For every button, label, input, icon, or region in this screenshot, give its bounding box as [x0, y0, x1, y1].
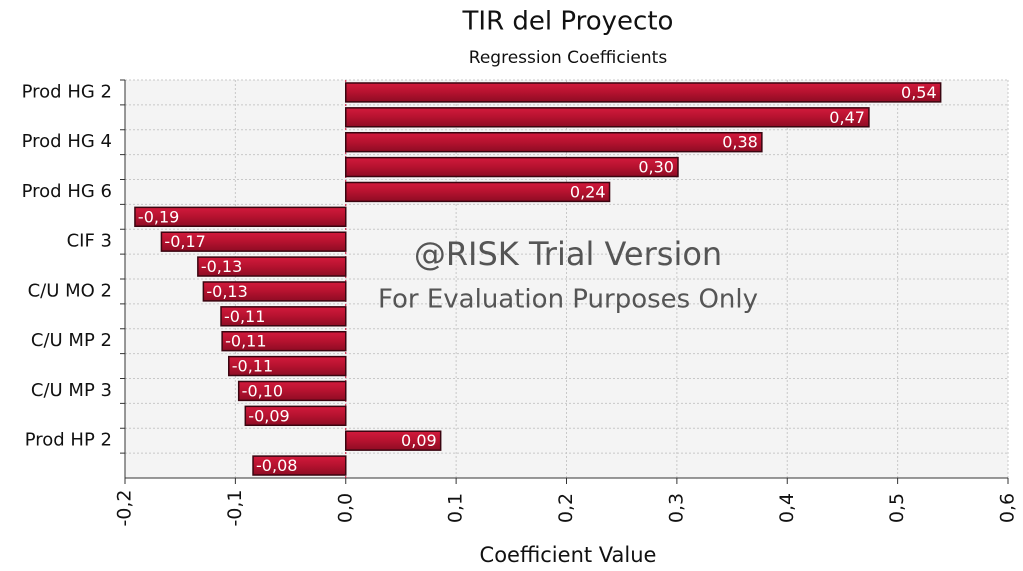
watermark: @RISK Trial Version	[414, 235, 722, 273]
x-axis-label: Coefficient Value	[480, 543, 657, 567]
y-tick-label: Prod HP 2	[25, 430, 112, 451]
value-label: 0,54	[901, 83, 937, 102]
value-label: 0,24	[570, 182, 606, 201]
value-label: 0,30	[638, 158, 674, 177]
x-tick-label: -0,1	[224, 489, 246, 526]
value-label: 0,38	[722, 133, 758, 152]
y-tick-label: CIF 3	[67, 231, 112, 252]
x-tick-label: -0,2	[114, 489, 136, 526]
value-label: -0,11	[232, 357, 273, 376]
bar	[244, 405, 347, 427]
bar	[345, 82, 942, 103]
bar	[134, 206, 347, 228]
bar	[345, 430, 442, 451]
value-label: 0,09	[401, 431, 437, 450]
x-tick-label: 0,0	[334, 493, 356, 523]
y-tick-label: Prod HG 2	[22, 81, 112, 102]
value-label: -0,17	[164, 232, 205, 251]
bar	[345, 181, 611, 203]
x-tick-label: 0,2	[555, 493, 577, 523]
y-tick-label: C/U MP 2	[31, 330, 112, 351]
value-label: -0,11	[224, 307, 265, 326]
bar	[160, 231, 347, 252]
bar	[345, 131, 763, 153]
value-label: -0,19	[138, 207, 179, 226]
bar	[345, 156, 679, 178]
value-label: -0,11	[225, 332, 266, 351]
bar	[237, 380, 347, 402]
x-tick-label: 0,1	[445, 493, 467, 523]
value-label: 0,47	[829, 108, 865, 127]
value-label: -0,13	[201, 257, 242, 276]
x-tick-label: 0,4	[776, 493, 798, 523]
bar	[197, 256, 347, 277]
bar	[220, 306, 347, 327]
y-tick-label: Prod HG 4	[22, 131, 112, 152]
x-tick-label: 0,5	[886, 493, 908, 523]
x-tick-label: 0,3	[665, 493, 687, 523]
y-tick-label: C/U MO 2	[28, 280, 112, 301]
chart-title: TIR del Proyecto	[462, 7, 674, 37]
bar	[252, 455, 347, 476]
value-label: -0,13	[206, 282, 247, 301]
x-tick-label: 0,6	[997, 493, 1019, 523]
y-tick-label: C/U MP 3	[31, 380, 112, 401]
bar	[228, 355, 347, 377]
bar	[221, 330, 347, 352]
value-label: -0,10	[242, 381, 283, 400]
bar	[345, 107, 870, 128]
value-label: -0,09	[248, 406, 289, 425]
value-label: -0,08	[256, 456, 297, 475]
bar	[202, 281, 347, 302]
watermark: For Evaluation Purposes Only	[378, 285, 758, 315]
y-tick-label: Prod HG 6	[22, 181, 112, 202]
chart-subtitle: Regression Coefficients	[469, 48, 668, 68]
